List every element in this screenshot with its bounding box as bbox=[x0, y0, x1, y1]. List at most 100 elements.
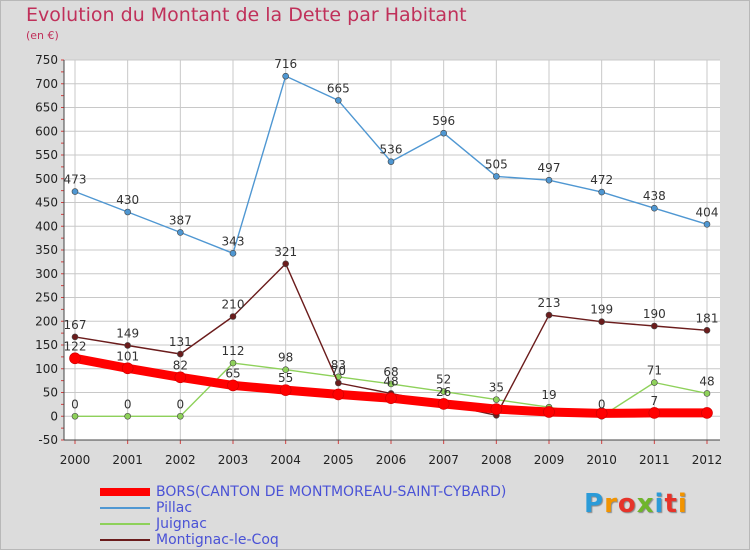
data-label: 101 bbox=[116, 349, 139, 363]
data-label: 83 bbox=[331, 358, 346, 372]
data-point bbox=[598, 318, 605, 326]
y-tick-label: 550 bbox=[35, 148, 58, 162]
y-tick-label: 650 bbox=[35, 101, 58, 115]
x-tick-label: 2009 bbox=[534, 453, 565, 467]
data-label: 7 bbox=[651, 394, 659, 408]
y-tick-label: -50 bbox=[38, 433, 58, 447]
data-label: 48 bbox=[699, 374, 714, 388]
data-point bbox=[124, 412, 131, 420]
y-tick-label: 150 bbox=[35, 338, 58, 352]
data-point bbox=[440, 388, 447, 395]
logo-letter: t bbox=[664, 489, 678, 519]
legend-swatch-bors bbox=[100, 488, 150, 496]
logo-letter: x bbox=[636, 489, 655, 519]
data-point bbox=[703, 221, 711, 228]
data-label: 716 bbox=[274, 57, 297, 71]
data-point bbox=[177, 350, 184, 358]
logo-letter: r bbox=[604, 489, 618, 519]
x-tick-label: 2012 bbox=[692, 453, 723, 467]
data-label: 387 bbox=[169, 213, 192, 227]
legend-label-bors: BORS(CANTON DE MONTMOREAU-SAINT-CYBARD) bbox=[156, 484, 507, 500]
data-label: 0 bbox=[598, 397, 606, 411]
data-point bbox=[71, 333, 79, 341]
data-label: 473 bbox=[64, 173, 87, 187]
data-label: 213 bbox=[538, 296, 561, 310]
data-point bbox=[651, 379, 658, 386]
data-point bbox=[385, 392, 397, 405]
data-label: 536 bbox=[380, 143, 403, 157]
data-label: 48 bbox=[383, 374, 398, 388]
data-label: 71 bbox=[647, 364, 662, 378]
data-label: 149 bbox=[116, 326, 139, 340]
data-point bbox=[703, 326, 711, 334]
data-label: 596 bbox=[432, 114, 455, 128]
legend-swatch-montignac bbox=[100, 539, 150, 541]
data-point bbox=[701, 407, 713, 419]
y-tick-label: 750 bbox=[35, 53, 58, 67]
legend-swatch-pillac bbox=[100, 507, 150, 509]
y-tick-label: 400 bbox=[35, 219, 58, 233]
data-label: 210 bbox=[222, 298, 245, 312]
legend-item-bors: BORS(CANTON DE MONTMOREAU-SAINT-CYBARD) bbox=[100, 484, 506, 500]
data-point bbox=[437, 398, 450, 410]
data-point bbox=[282, 72, 289, 80]
x-tick-label: 2004 bbox=[270, 453, 301, 467]
x-tick-label: 2001 bbox=[112, 453, 143, 467]
data-point bbox=[71, 188, 79, 195]
legend-item-pillac: Pillac bbox=[100, 500, 506, 516]
data-label: 430 bbox=[116, 193, 139, 207]
data-point bbox=[177, 412, 184, 420]
data-point bbox=[493, 173, 500, 180]
data-point bbox=[332, 388, 345, 401]
data-point bbox=[387, 158, 395, 165]
data-point bbox=[648, 407, 661, 419]
data-point bbox=[543, 406, 555, 418]
data-point bbox=[229, 313, 237, 320]
data-label: 505 bbox=[485, 157, 508, 171]
data-point bbox=[387, 380, 395, 388]
legend-label-pillac: Pillac bbox=[156, 500, 193, 516]
data-label: 0 bbox=[124, 397, 132, 411]
data-point bbox=[545, 176, 553, 184]
data-label: 181 bbox=[696, 311, 719, 325]
legend: BORS(CANTON DE MONTMOREAU-SAINT-CYBARD) … bbox=[100, 484, 506, 548]
x-tick-label: 2010 bbox=[586, 453, 617, 467]
y-tick-label: 500 bbox=[35, 172, 58, 186]
data-point bbox=[174, 371, 187, 384]
legend-item-montignac: Montignac-le-Coq bbox=[100, 532, 506, 548]
data-point bbox=[282, 260, 289, 268]
data-point bbox=[335, 379, 342, 387]
data-label: 68 bbox=[383, 365, 398, 379]
data-point bbox=[598, 188, 605, 196]
data-label: 19 bbox=[541, 388, 556, 402]
data-point bbox=[229, 359, 237, 367]
axes: -500501001502002503003504004505005506006… bbox=[35, 53, 722, 467]
data-label: 70 bbox=[331, 364, 346, 378]
data-label: 190 bbox=[643, 307, 666, 321]
logo-letter: i bbox=[654, 489, 665, 519]
data-label: 52 bbox=[436, 373, 451, 387]
data-point bbox=[490, 403, 503, 415]
data-label: 131 bbox=[169, 335, 192, 349]
data-point bbox=[282, 366, 289, 374]
data-point bbox=[71, 412, 79, 420]
x-tick-label: 2002 bbox=[165, 453, 196, 467]
data-point bbox=[493, 396, 500, 403]
y-tick-label: 200 bbox=[35, 314, 58, 328]
data-label: 497 bbox=[538, 161, 561, 175]
legend-label-montignac: Montignac-le-Coq bbox=[156, 532, 279, 548]
data-point bbox=[177, 229, 184, 236]
x-tick-label: 2005 bbox=[323, 453, 354, 467]
y-tick-label: 0 bbox=[50, 409, 58, 423]
data-label: 122 bbox=[64, 339, 87, 353]
data-label: 665 bbox=[327, 81, 350, 95]
data-point bbox=[651, 322, 658, 330]
data-labels: 122 101 82 65 55 7 473 430 387 343 716 665 536 596 505… bbox=[64, 57, 719, 411]
data-label: 343 bbox=[222, 234, 245, 248]
x-tick-label: 2007 bbox=[428, 453, 459, 467]
data-point bbox=[440, 129, 447, 137]
legend-item-juignac: Juignac bbox=[100, 516, 506, 532]
data-point bbox=[595, 407, 608, 420]
data-label: 167 bbox=[64, 318, 87, 332]
